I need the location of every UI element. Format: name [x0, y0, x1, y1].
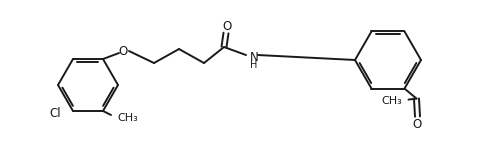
Text: O: O — [412, 118, 421, 131]
Text: N: N — [249, 50, 258, 64]
Text: Cl: Cl — [49, 107, 61, 121]
Text: H: H — [250, 60, 257, 70]
Text: O: O — [118, 45, 127, 57]
Text: CH₃: CH₃ — [117, 113, 137, 123]
Text: CH₃: CH₃ — [381, 96, 402, 106]
Text: O: O — [222, 19, 231, 33]
